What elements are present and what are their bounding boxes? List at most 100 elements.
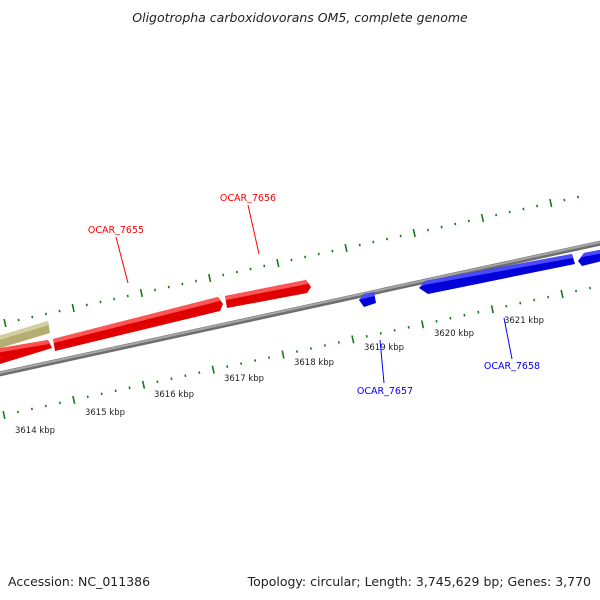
lower-tick [505,304,508,308]
lower-tick [351,335,355,344]
lower-tick [420,320,425,329]
lower-tick [379,332,382,335]
upper-tick [399,234,402,238]
leader-line-ocar-7656 [247,204,260,255]
upper-tick [385,237,389,241]
lower-tick [184,374,187,378]
gene-label-ocar-7658[interactable]: OCAR_7658 [484,361,540,372]
lower-tick [575,289,578,293]
gene-label-ocar-7655[interactable]: OCAR_7655 [88,225,144,236]
upper-tick [508,210,511,214]
gene-arrow-ocar-7654[interactable] [0,340,52,366]
upper-tick [44,312,47,316]
lower-tick [309,347,312,350]
leader-line-ocar-7658 [503,317,513,360]
upper-tick [181,282,184,286]
lower-tick [323,344,326,347]
upper-tick [17,318,20,322]
lower-tick [240,362,243,365]
lower-tick [519,301,522,305]
lower-tick [44,404,47,408]
tick-label-3621: 3621 kbp [504,316,544,326]
upper-tick [208,273,212,283]
lower-tick [2,410,6,420]
lower-tick [16,410,19,414]
upper-tick [549,198,553,208]
upper-tick [304,255,307,259]
upper-tick [71,303,75,313]
upper-tick [167,285,170,289]
upper-tick [276,258,280,268]
gene-arrow-ocar-7656[interactable] [225,280,311,308]
upper-tick [331,249,334,253]
lower-tick-row [2,286,592,420]
map-title: Oligotropha carboxidovorans OM5, complet… [132,10,468,25]
gene-label-ocar-7657[interactable]: OCAR_7657 [357,386,413,397]
gene-arrow-ocar-7657[interactable] [359,292,376,307]
accession-text: Accession: NC_011386 [8,574,150,589]
upper-tick [290,258,293,262]
upper-tick [3,318,7,328]
upper-tick-row [3,195,580,328]
upper-tick [235,270,238,274]
lower-tick [295,350,299,353]
upper-tick [222,273,225,277]
lower-tick [198,371,201,374]
upper-tick [194,279,198,283]
upper-tick [522,207,525,211]
lower-tick [170,377,173,381]
tick-label-3618: 3618 kbp [294,358,334,368]
tick-label-3616: 3616 kbp [154,390,194,400]
leader-line-ocar-7657 [379,339,385,384]
lower-tick [449,316,452,320]
upper-tick [536,204,539,208]
lower-tick [560,289,564,299]
lower-tick [393,329,396,332]
upper-tick [113,297,116,301]
upper-tick [99,300,102,304]
tick-label-3615: 3615 kbp [85,408,125,418]
tick-label-3614: 3614 kbp [15,426,55,436]
lower-tick [226,365,229,368]
upper-tick [576,195,580,199]
lower-tick [490,305,494,314]
lower-tick [435,319,438,323]
genome-summary-text: Topology: circular; Length: 3,745,629 bp… [247,574,591,589]
upper-tick [154,288,157,292]
lower-tick [86,395,89,399]
feature-tan[interactable] [0,321,50,349]
lower-tick [463,313,466,317]
lower-tick [407,325,410,329]
leader-line-ocar-7655 [115,236,129,284]
lower-tick [141,380,146,389]
upper-tick [426,228,429,232]
upper-tick [263,264,266,268]
lower-tick [281,350,285,359]
gene-label-ocar-7656[interactable]: OCAR_7656 [220,193,276,204]
upper-tick [85,303,88,307]
lower-tick [337,341,340,344]
gene-arrow-ocar-7655[interactable] [53,297,223,351]
lower-tick [58,401,61,405]
tick-label-3619: 3619 kbp [364,343,404,353]
gene-arrow-ocar-7659[interactable] [578,248,600,266]
lower-tick [588,286,592,290]
lower-tick [72,395,76,404]
lower-tick [100,392,103,396]
lower-tick [211,365,215,374]
gene-arrow-ocar-7658[interactable] [419,254,575,294]
lower-tick [477,310,480,314]
lower-tick [128,386,131,390]
upper-tick [495,213,498,217]
upper-tick [249,267,252,271]
lower-tick [533,298,536,302]
upper-tick [454,222,457,226]
upper-tick [480,213,485,223]
upper-tick [126,294,129,298]
lower-tick [30,407,33,411]
upper-tick [358,243,361,247]
upper-tick [317,252,320,256]
lower-tick [547,295,550,299]
genome-backbone [0,240,600,377]
